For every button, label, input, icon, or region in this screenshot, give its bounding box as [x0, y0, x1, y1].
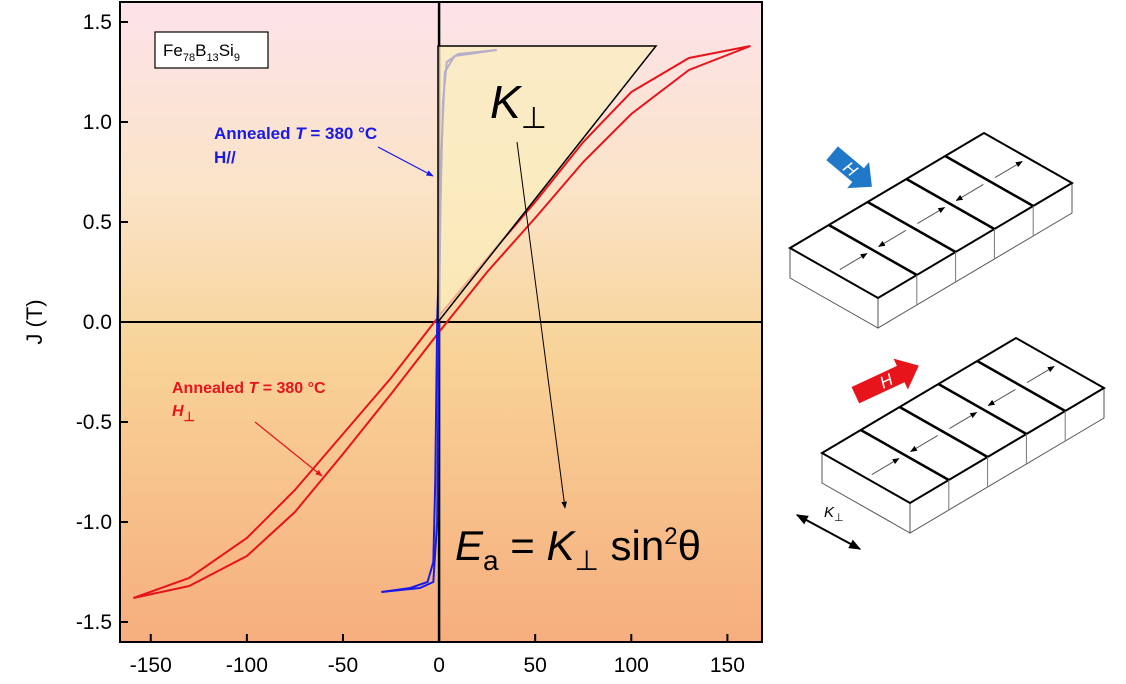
x-tick-label: -50: [328, 654, 358, 677]
subscript: 13: [206, 52, 218, 64]
x-tick-label: 50: [524, 654, 547, 677]
text: E: [455, 522, 484, 569]
x-tick-label: 0: [433, 654, 445, 677]
text: θ: [678, 522, 701, 569]
y-tick-label: -0.5: [76, 411, 112, 434]
anisotropy-axis-label: K⊥: [824, 504, 844, 524]
text: H: [172, 403, 184, 420]
text: K: [546, 522, 576, 569]
subscript: 9: [234, 52, 240, 64]
text: = 380 °C: [306, 124, 378, 143]
domain-diagram: H H K⊥: [790, 133, 1104, 549]
x-tick-label: -150: [130, 654, 172, 677]
text: sin: [599, 522, 664, 569]
subscript: a: [483, 545, 499, 576]
y-tick-label: 0.5: [83, 211, 112, 234]
subscript: 78: [183, 52, 195, 64]
blue-field: H//: [214, 148, 236, 167]
text: = 380 °C: [258, 380, 326, 397]
x-tick-label: 150: [710, 654, 745, 677]
subscript: ⊥: [521, 102, 547, 135]
text: K: [490, 76, 523, 128]
y-tick-label: 0.0: [83, 311, 112, 334]
red-label: Annealed T = 380 °C: [172, 380, 326, 397]
subscript: ⊥: [184, 409, 195, 424]
superscript: 2: [664, 523, 677, 550]
element: B: [195, 41, 206, 60]
slab: [822, 338, 1104, 533]
text: Annealed: [172, 380, 248, 397]
element: Si: [219, 41, 234, 60]
y-tick-label: -1.0: [76, 511, 112, 534]
y-tick-label: 1.0: [83, 111, 112, 134]
subscript: ⊥: [574, 545, 598, 576]
subscript: ⊥: [834, 512, 844, 524]
text: =: [499, 522, 547, 569]
y-axis-label: J (T): [22, 299, 47, 344]
x-tick-label: 100: [614, 654, 649, 677]
field-arrow: H: [821, 140, 883, 199]
text: Annealed: [214, 124, 295, 143]
blue-label: Annealed T = 380 °C: [214, 124, 377, 143]
element: Fe: [163, 41, 183, 60]
figure: -1.5 -1.0 -0.5 0.0 0.5 1.0 1.5 -150 -100 -50 0 50 10…: [0, 0, 1126, 684]
x-tick-label: -100: [226, 654, 268, 677]
y-tick-label: -1.5: [76, 611, 112, 634]
y-tick-label: 1.5: [83, 11, 112, 34]
